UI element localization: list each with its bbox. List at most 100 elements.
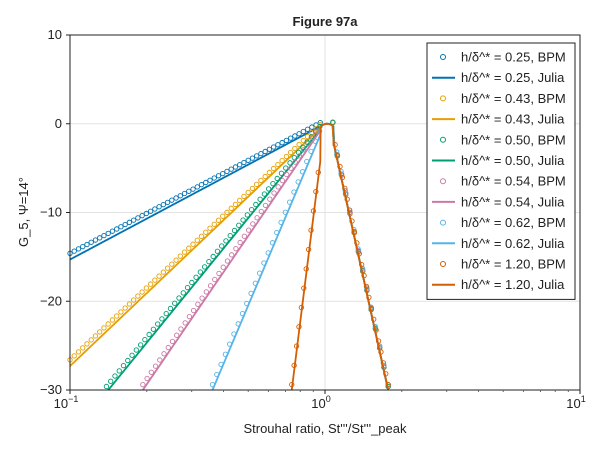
data-point xyxy=(114,226,120,232)
data-point xyxy=(224,168,230,175)
data-point xyxy=(237,239,243,246)
data-point xyxy=(181,190,188,197)
data-point xyxy=(148,369,154,375)
data-point xyxy=(190,186,196,192)
data-point xyxy=(144,375,150,382)
data-point xyxy=(203,179,209,186)
data-point xyxy=(288,165,294,171)
data-point xyxy=(215,217,222,223)
series-line xyxy=(211,122,390,391)
data-point xyxy=(97,329,103,335)
data-point xyxy=(156,273,162,279)
y-tick-label: −20 xyxy=(40,293,62,308)
data-point xyxy=(88,337,94,343)
data-point xyxy=(167,305,174,312)
data-point xyxy=(258,151,264,157)
data-point xyxy=(220,264,226,270)
data-point xyxy=(130,217,137,223)
data-point xyxy=(241,233,248,239)
data-point xyxy=(228,205,234,211)
data-point xyxy=(212,276,218,283)
data-point xyxy=(300,147,307,153)
data-point xyxy=(122,221,128,228)
legend: h/δ^* = 0.25, BPM h/δ^* = 0.25, Julia h/δ^… xyxy=(426,42,576,300)
data-point xyxy=(80,244,86,250)
data-point xyxy=(309,134,315,141)
data-point xyxy=(159,316,165,322)
data-point xyxy=(197,269,204,275)
data-point xyxy=(169,197,175,203)
legend-label: h/δ^* = 1.20, BPM xyxy=(461,257,566,272)
data-point xyxy=(199,295,205,301)
data-point xyxy=(262,148,268,155)
data-point xyxy=(155,321,161,327)
data-point xyxy=(232,164,239,170)
y-tick-label: −30 xyxy=(40,382,62,397)
x-tick-label: 10−1 xyxy=(54,394,79,411)
legend-label: h/δ^* = 0.43, BPM xyxy=(461,91,566,106)
data-point xyxy=(284,171,290,178)
legend-label: h/δ^* = 0.54, BPM xyxy=(461,174,566,189)
data-point xyxy=(207,177,213,183)
data-point xyxy=(240,217,246,223)
data-point xyxy=(195,301,201,307)
data-point xyxy=(180,290,186,296)
data-point xyxy=(296,153,303,159)
data-point xyxy=(186,188,192,194)
data-point xyxy=(313,125,319,132)
data-point xyxy=(150,326,157,332)
data-point xyxy=(317,120,323,126)
data-point xyxy=(177,193,183,199)
data-point xyxy=(203,229,209,235)
data-point xyxy=(118,224,124,230)
data-point xyxy=(261,191,268,197)
data-point xyxy=(254,153,260,159)
data-point xyxy=(112,373,118,379)
data-point xyxy=(214,248,221,254)
data-point xyxy=(105,230,111,237)
data-point xyxy=(287,149,294,156)
x-axis-label: Strouhal ratio, St'''/St'''_peak xyxy=(243,421,407,436)
data-point xyxy=(126,219,133,225)
data-point xyxy=(237,162,243,168)
data-point xyxy=(330,119,336,125)
data-point xyxy=(157,357,163,363)
data-point xyxy=(146,331,152,338)
data-point xyxy=(231,227,238,234)
data-point xyxy=(109,228,116,234)
data-point xyxy=(292,145,298,152)
data-point xyxy=(241,193,247,200)
data-point xyxy=(215,173,222,179)
data-point xyxy=(114,313,120,319)
data-point xyxy=(160,269,166,275)
data-point xyxy=(296,131,302,137)
data-point xyxy=(245,189,251,196)
data-point xyxy=(203,289,209,295)
data-point xyxy=(137,342,144,348)
data-point xyxy=(227,232,233,239)
data-point xyxy=(184,284,191,291)
data-point xyxy=(262,173,268,180)
data-point xyxy=(176,295,182,301)
data-point xyxy=(245,157,251,163)
data-point xyxy=(245,227,252,233)
data-point xyxy=(190,307,197,314)
data-point xyxy=(250,221,256,227)
legend-marker xyxy=(440,219,446,226)
data-point xyxy=(84,341,90,347)
data-point xyxy=(193,274,199,280)
data-point xyxy=(147,281,154,287)
data-point xyxy=(206,258,212,265)
data-point xyxy=(139,289,145,295)
data-point xyxy=(224,258,231,264)
data-point xyxy=(248,206,255,213)
data-point xyxy=(220,213,226,219)
data-point xyxy=(296,141,302,148)
data-point xyxy=(92,237,99,243)
data-point xyxy=(275,161,281,168)
legend-label: h/δ^* = 0.25, Julia xyxy=(461,70,565,85)
data-point xyxy=(211,175,217,181)
data-point xyxy=(279,177,286,184)
